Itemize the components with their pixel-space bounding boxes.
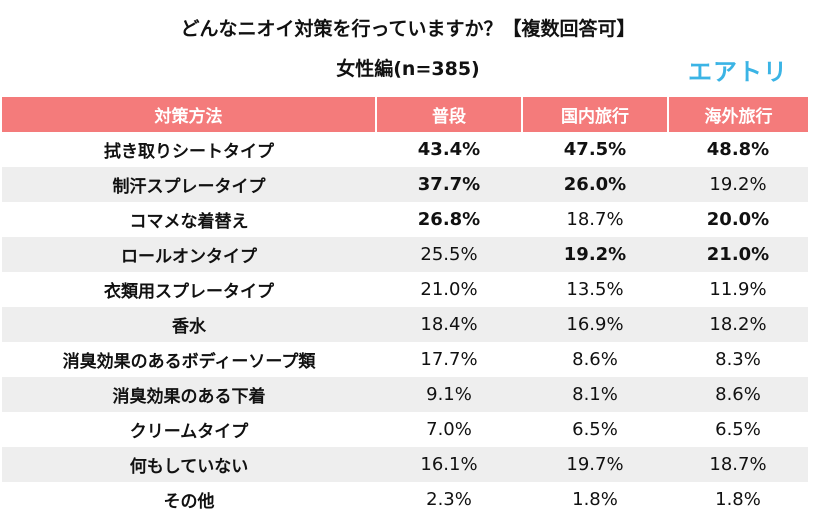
- cell: 25.5%: [376, 237, 522, 272]
- column-header: 海外旅行: [667, 97, 808, 132]
- cell: 11.9%: [709, 279, 767, 300]
- row-label: ロールオンタイプ: [2, 237, 376, 272]
- row-label: コマメな着替え: [129, 212, 249, 232]
- table-row: 香水 18.4% 16.9% 18.2%: [2, 307, 808, 342]
- cell: 18.7%: [566, 209, 624, 230]
- table: 対策方法 普段 国内旅行 海外旅行 拭き取りシートタイプ 43.4% 47.5% 48.8%…: [2, 97, 808, 517]
- subtitle: 女性編(n=385): [336, 58, 480, 80]
- table-row: クリームタイプ 7.0% 6.5% 6.5%: [2, 412, 808, 447]
- cell: 43.4%: [417, 139, 481, 160]
- table-row: コマメな着替え 26.8% 18.7% 20.0%: [2, 202, 808, 237]
- cell: 20.0%: [706, 209, 770, 230]
- row-label: 消臭効果のあるボディーソープ類: [62, 352, 316, 372]
- table-row: 消臭効果のある下着 9.1% 8.1% 8.6%: [2, 377, 808, 412]
- row-label: 香水: [2, 307, 376, 342]
- cell: 16.9%: [522, 307, 668, 342]
- cell: 8.6%: [572, 349, 618, 370]
- cell: 7.0%: [426, 419, 472, 440]
- cell: 9.1%: [376, 377, 522, 412]
- cell: 8.6%: [668, 377, 808, 412]
- column-header: 対策方法: [2, 97, 376, 132]
- row-label: 拭き取りシートタイプ: [104, 142, 274, 162]
- cell: 8.3%: [715, 349, 761, 370]
- table-row: 何もしていない 16.1% 19.7% 18.7%: [2, 447, 808, 482]
- cell: 17.7%: [420, 349, 478, 370]
- cell: 21.0%: [420, 279, 478, 300]
- cell: 1.8%: [715, 489, 761, 510]
- table-row: 拭き取りシートタイプ 43.4% 47.5% 48.8%: [2, 132, 808, 167]
- cell: 6.5%: [572, 419, 618, 440]
- table-row: ロールオンタイプ 25.5% 19.2% 21.0%: [2, 237, 808, 272]
- table-row: 消臭効果のあるボディーソープ類 17.7% 8.6% 8.3%: [2, 342, 808, 377]
- cell: 19.2%: [668, 167, 808, 202]
- column-header: 国内旅行: [521, 97, 668, 132]
- cell: 18.4%: [376, 307, 522, 342]
- row-label: 何もしていない: [2, 447, 376, 482]
- cell: 1.8%: [572, 489, 618, 510]
- cell: 26.0%: [522, 167, 668, 202]
- cell: 47.5%: [563, 139, 627, 160]
- title: どんなニオイ対策を行っていますか？【複数回答可】: [180, 18, 636, 40]
- cell: 19.2%: [522, 237, 668, 272]
- table-row: 制汗スプレータイプ 37.7% 26.0% 19.2%: [2, 167, 808, 202]
- cell: 48.8%: [706, 139, 770, 160]
- cell: 21.0%: [668, 237, 808, 272]
- cell: 6.5%: [715, 419, 761, 440]
- cell: 13.5%: [566, 279, 624, 300]
- row-label: 衣類用スプレータイプ: [104, 282, 274, 302]
- cell: 26.8%: [417, 209, 481, 230]
- row-label: 制汗スプレータイプ: [2, 167, 376, 202]
- cell: 2.3%: [426, 489, 472, 510]
- cell: 16.1%: [376, 447, 522, 482]
- table-row: その他 2.3% 1.8% 1.8%: [2, 482, 808, 517]
- cell: 37.7%: [376, 167, 522, 202]
- table-row: 衣類用スプレータイプ 21.0% 13.5% 11.9%: [2, 272, 808, 307]
- header-row: 対策方法 普段 国内旅行 海外旅行: [2, 97, 808, 132]
- cell: 19.7%: [522, 447, 668, 482]
- row-label: クリームタイプ: [129, 422, 249, 442]
- table-body: 拭き取りシートタイプ 43.4% 47.5% 48.8% 制汗スプレータイプ 37.7% 2…: [2, 132, 808, 517]
- row-label: 消臭効果のある下着: [2, 377, 376, 412]
- row-label: その他: [163, 492, 215, 512]
- column-header: 普段: [375, 97, 522, 132]
- cell: 8.1%: [522, 377, 668, 412]
- logo: エアトリ: [688, 58, 788, 86]
- cell: 18.7%: [668, 447, 808, 482]
- cell: 18.2%: [668, 307, 808, 342]
